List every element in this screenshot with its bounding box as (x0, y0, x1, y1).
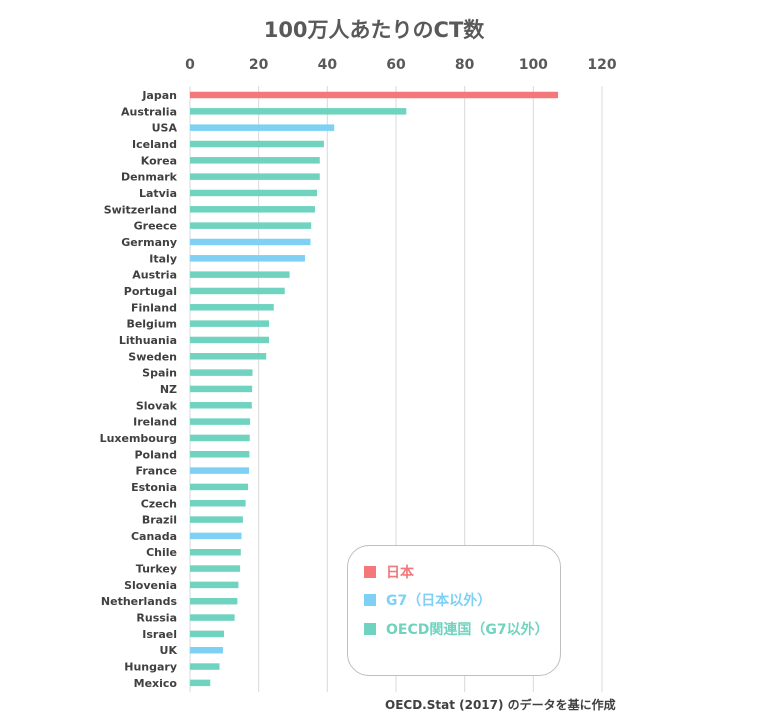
category-label: Ireland (133, 416, 177, 429)
bar-latvia (190, 189, 318, 197)
bar-czech (190, 500, 246, 507)
bar-nz (190, 385, 253, 393)
category-label: Australia (121, 105, 177, 118)
bar-canada (190, 532, 242, 540)
legend-label-oecd: OECD関連国（G7以外） (386, 622, 549, 638)
category-label: Japan (141, 89, 177, 102)
bar-austria (190, 271, 290, 278)
bar-mexico (190, 679, 211, 687)
category-label: Luxembourg (100, 432, 177, 445)
category-label: Austria (132, 269, 177, 282)
category-label: Turkey (136, 563, 177, 576)
bar-brazil (190, 516, 243, 523)
category-label: Greece (134, 220, 177, 233)
category-label: Czech (141, 497, 177, 510)
category-label: Netherlands (101, 595, 178, 608)
x-tick-label: 80 (455, 57, 475, 73)
category-label: Iceland (132, 138, 177, 151)
category-label: Latvia (139, 187, 177, 200)
category-label: Denmark (121, 171, 178, 184)
bar-korea (190, 157, 320, 164)
bar-ireland (190, 418, 251, 425)
category-label: France (136, 465, 177, 478)
x-tick-label: 100 (519, 57, 548, 73)
x-tick-label: 120 (587, 57, 616, 73)
x-tick-label: 20 (249, 57, 269, 73)
category-label: Hungary (124, 661, 177, 674)
bar-germany (190, 238, 311, 246)
bar-slovenia (190, 581, 239, 589)
bar-luxembourg (190, 434, 250, 442)
category-label: Russia (136, 612, 177, 625)
bar-switzerland (190, 206, 315, 213)
bar-australia (190, 108, 407, 115)
bar-uk (190, 646, 223, 654)
category-label: Lithuania (119, 334, 177, 347)
category-label: Portugal (124, 285, 177, 298)
bar-iceland (190, 140, 324, 148)
legend-item-g7: G7（日本以外） (364, 590, 491, 610)
legend-item-japan: 日本 (364, 562, 414, 582)
bar-estonia (190, 483, 249, 491)
category-label: Poland (134, 448, 177, 461)
bar-lithuania (190, 336, 269, 344)
bar-finland (190, 304, 274, 311)
bar-chile (190, 548, 241, 556)
category-label: Finland (131, 301, 177, 314)
category-label: Switzerland (104, 203, 177, 216)
bar-france (190, 467, 250, 474)
bar-sweden (190, 353, 267, 360)
bar-hungary (190, 663, 220, 670)
legend-swatch-g7 (364, 594, 376, 606)
bar-russia (190, 614, 235, 621)
category-label: Estonia (131, 481, 177, 494)
category-label: UK (160, 644, 178, 657)
category-label: Korea (141, 154, 177, 167)
category-label: Belgium (126, 318, 177, 331)
x-tick-label: 60 (386, 57, 406, 73)
chart-title: 100万人あたりのCT数 (264, 18, 486, 42)
category-label: Spain (142, 367, 177, 380)
bar-italy (190, 255, 306, 262)
category-label: Germany (121, 236, 177, 249)
category-label: Slovenia (124, 579, 177, 592)
legend: 日本 G7（日本以外） OECD関連国（G7以外） (347, 545, 561, 676)
legend-swatch-japan (364, 566, 376, 578)
bar-greece (190, 222, 312, 229)
category-label: Slovak (136, 399, 178, 412)
x-axis-ticks: 0 20 40 60 80 100 120 (185, 57, 617, 73)
source-note: OECD.Stat (2017) のデータを基に作成 (385, 698, 616, 712)
category-label: Italy (149, 252, 177, 265)
bar-slovak (190, 402, 252, 409)
bars (190, 91, 559, 687)
bar-belgium (190, 320, 269, 327)
category-label: Israel (142, 628, 177, 641)
bar-netherlands (190, 597, 238, 605)
bar-israel (190, 630, 224, 638)
legend-label-japan: 日本 (386, 565, 414, 581)
category-label: Chile (146, 546, 177, 559)
x-tick-label: 0 (185, 57, 195, 73)
bar-poland (190, 451, 250, 458)
category-labels: Japan Australia USA Iceland Korea Denmark Latv… (100, 89, 178, 690)
bar-denmark (190, 173, 320, 180)
legend-label-g7: G7（日本以外） (386, 593, 492, 609)
category-label: USA (152, 122, 178, 135)
category-label: Canada (131, 530, 177, 543)
bar-japan (190, 91, 559, 99)
legend-item-oecd: OECD関連国（G7以外） (364, 619, 549, 639)
category-label: Brazil (142, 514, 177, 527)
bar-usa (190, 124, 335, 131)
legend-swatch-oecd (364, 623, 376, 635)
category-label: Mexico (134, 677, 178, 690)
x-tick-label: 40 (318, 57, 338, 73)
category-label: NZ (160, 383, 177, 396)
bar-portugal (190, 287, 285, 295)
category-label: Sweden (128, 350, 177, 363)
bar-spain (190, 369, 253, 376)
bar-turkey (190, 565, 241, 572)
